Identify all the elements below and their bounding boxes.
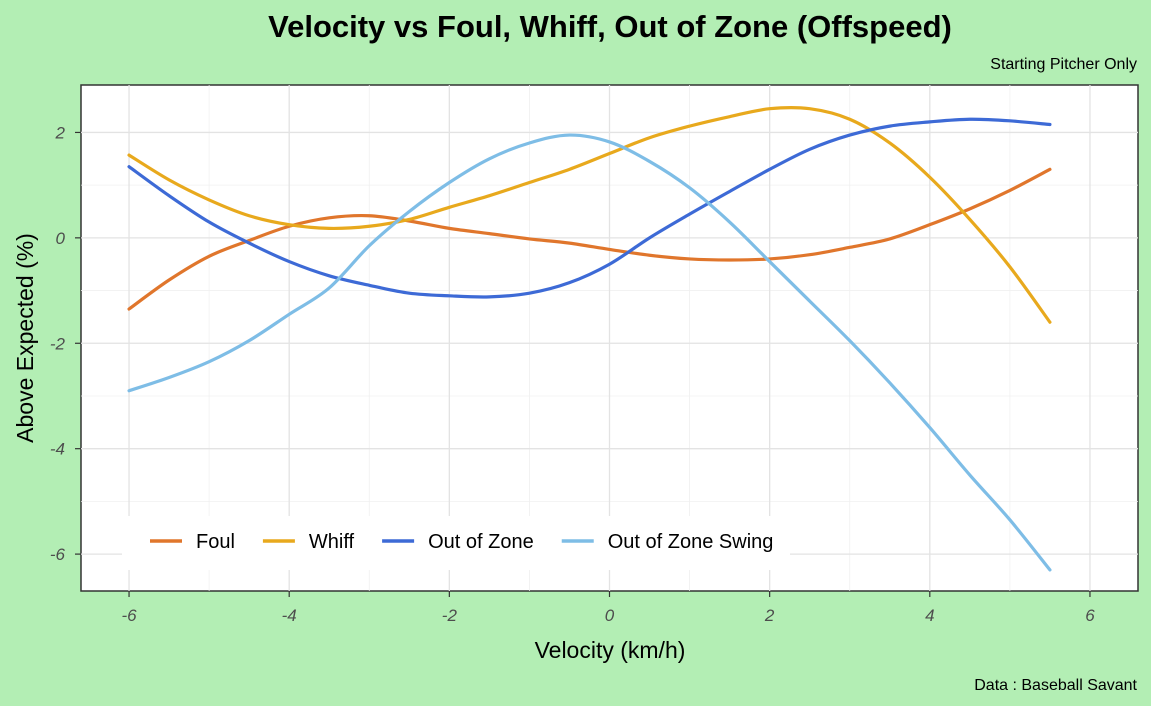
x-tick-label: 0 xyxy=(605,606,615,625)
y-axis-label: Above Expected (%) xyxy=(12,233,38,443)
series-line-out-of-zone xyxy=(127,117,1052,299)
series-line-whiff xyxy=(127,105,1052,324)
legend-box xyxy=(122,516,790,570)
y-tick-label: -2 xyxy=(50,334,66,353)
legend-label-out-of-zone-swing: Out of Zone Swing xyxy=(608,531,774,553)
y-tick-label: 2 xyxy=(55,123,66,142)
series-lines xyxy=(127,105,1052,572)
legend-label-whiff: Whiff xyxy=(309,531,355,553)
y-tick-label: 0 xyxy=(56,229,66,248)
x-tick-label: 6 xyxy=(1085,606,1095,625)
x-tick-label: 2 xyxy=(764,606,775,625)
y-tick-label: -6 xyxy=(50,545,66,564)
legend-label-foul: Foul xyxy=(196,531,235,553)
x-tick-label: -2 xyxy=(442,606,458,625)
legend: Foul Whiff Out of Zone Out of Zone Swing xyxy=(122,516,790,570)
x-tick-label: -6 xyxy=(121,606,137,625)
x-axis-label: Velocity (km/h) xyxy=(535,637,686,663)
legend-label-out-of-zone: Out of Zone xyxy=(428,531,534,553)
series-line-foul xyxy=(127,167,1052,311)
chart-subtitle: Starting Pitcher Only xyxy=(990,56,1137,73)
x-tick-label: 4 xyxy=(925,606,934,625)
chart-title: Velocity vs Foul, Whiff, Out of Zone (Of… xyxy=(268,9,952,44)
series-line-out-of-zone-swing xyxy=(127,133,1052,572)
y-axis-ticks: -6 -4 -2 0 2 xyxy=(50,123,81,564)
y-tick-label: -4 xyxy=(50,440,65,459)
chart-caption: Data : Baseball Savant xyxy=(974,677,1137,694)
x-axis-ticks: -6 -4 -2 0 2 4 6 xyxy=(121,591,1095,625)
x-tick-label: -4 xyxy=(282,606,297,625)
